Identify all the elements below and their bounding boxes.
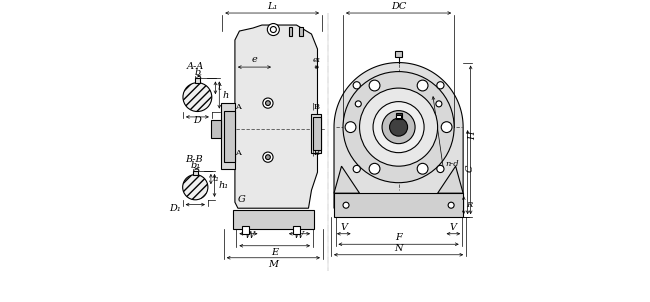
- Text: |B: |B: [312, 149, 321, 157]
- Circle shape: [373, 101, 424, 153]
- Text: M: M: [268, 260, 278, 269]
- Text: |B: |B: [312, 102, 321, 110]
- Text: e₁: e₁: [313, 56, 321, 63]
- Circle shape: [270, 27, 276, 33]
- Circle shape: [343, 202, 349, 208]
- Text: |A: |A: [234, 102, 243, 110]
- Circle shape: [267, 24, 280, 36]
- Circle shape: [266, 101, 270, 105]
- Text: G: G: [238, 195, 246, 204]
- Bar: [334, 193, 463, 217]
- Text: t: t: [218, 83, 222, 92]
- Bar: [396, 113, 402, 119]
- Text: B-B: B-B: [185, 155, 203, 164]
- Text: W: W: [244, 231, 254, 240]
- Circle shape: [389, 118, 408, 136]
- Text: t₁: t₁: [213, 175, 220, 183]
- Text: n-d: n-d: [445, 160, 459, 168]
- Text: L₁: L₁: [267, 2, 278, 11]
- Text: b₁: b₁: [190, 161, 200, 170]
- Circle shape: [369, 163, 380, 174]
- Text: D: D: [194, 116, 202, 125]
- Bar: [233, 210, 315, 229]
- Circle shape: [183, 175, 208, 200]
- Bar: [396, 114, 400, 118]
- Text: C: C: [465, 165, 474, 172]
- Text: F: F: [395, 233, 402, 242]
- Bar: [193, 171, 198, 175]
- Bar: [313, 117, 321, 150]
- Bar: [222, 103, 235, 169]
- Text: b: b: [194, 68, 200, 77]
- Circle shape: [448, 202, 454, 208]
- Bar: [311, 114, 321, 153]
- Bar: [395, 51, 402, 57]
- Circle shape: [343, 72, 454, 183]
- Circle shape: [345, 122, 356, 133]
- Polygon shape: [437, 166, 463, 193]
- Text: |A: |A: [234, 149, 243, 157]
- Text: S: S: [211, 126, 218, 135]
- Polygon shape: [235, 25, 317, 208]
- Circle shape: [263, 152, 273, 162]
- Text: h: h: [223, 91, 229, 99]
- Circle shape: [441, 122, 452, 133]
- Bar: [224, 111, 235, 162]
- Text: h₁: h₁: [218, 181, 228, 190]
- Text: E: E: [271, 248, 278, 257]
- Polygon shape: [334, 166, 359, 193]
- Text: DC: DC: [391, 2, 406, 11]
- Bar: [289, 27, 292, 36]
- Text: V: V: [450, 223, 457, 232]
- Text: D₁: D₁: [170, 204, 181, 213]
- Text: W: W: [293, 231, 303, 240]
- Circle shape: [437, 165, 444, 172]
- Circle shape: [437, 82, 444, 89]
- Circle shape: [266, 155, 270, 159]
- Text: R: R: [466, 201, 472, 209]
- Bar: [211, 120, 222, 138]
- Circle shape: [359, 88, 437, 166]
- Polygon shape: [334, 63, 463, 208]
- Text: e: e: [252, 55, 257, 64]
- Circle shape: [356, 101, 361, 107]
- Text: H: H: [469, 131, 478, 140]
- Bar: [293, 226, 300, 234]
- Circle shape: [382, 111, 415, 144]
- Circle shape: [369, 80, 380, 91]
- Text: A-A: A-A: [187, 62, 205, 71]
- Text: V: V: [340, 223, 347, 232]
- Circle shape: [417, 163, 428, 174]
- Circle shape: [353, 82, 360, 89]
- Bar: [299, 27, 303, 36]
- Bar: [242, 226, 249, 234]
- Circle shape: [183, 83, 212, 111]
- Circle shape: [263, 98, 273, 108]
- Circle shape: [436, 101, 442, 107]
- Circle shape: [353, 165, 360, 172]
- Circle shape: [417, 80, 428, 91]
- Text: N: N: [395, 244, 403, 253]
- Bar: [194, 79, 200, 83]
